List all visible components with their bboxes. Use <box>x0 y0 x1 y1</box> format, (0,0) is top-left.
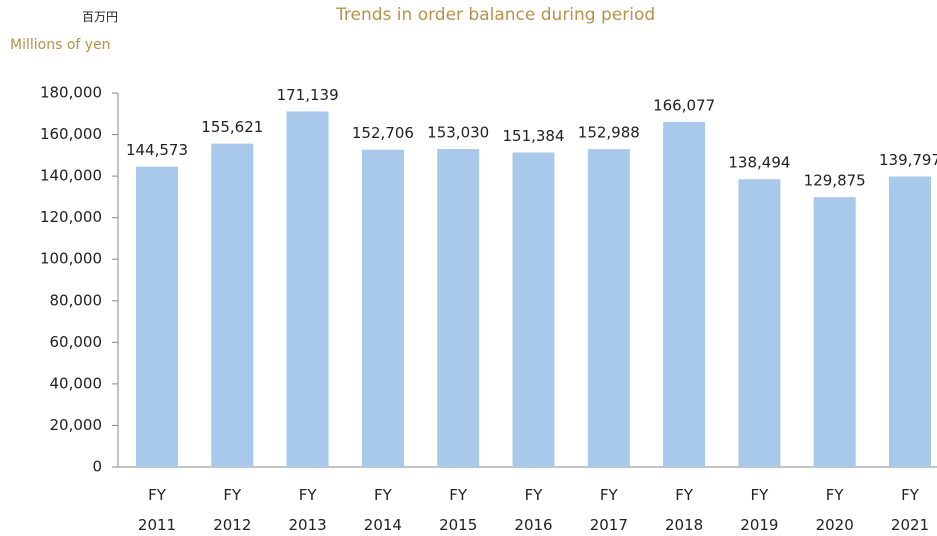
x-tick-label: FY 2021 <box>890 486 930 534</box>
value-label: 166,077 <box>653 96 715 114</box>
chart-title: Trends in order balance during period <box>336 5 656 25</box>
x-tick-label: FY 2019 <box>740 486 779 534</box>
y-tick-label: 0 <box>92 458 102 476</box>
value-label: 153,030 <box>427 124 489 142</box>
value-label: 144,573 <box>126 141 188 159</box>
bar <box>738 179 781 468</box>
value-label: 155,621 <box>201 118 263 136</box>
value-label: 171,139 <box>277 86 339 104</box>
bar <box>361 149 404 467</box>
y-tick-label: 180,000 <box>40 84 102 102</box>
value-label: 129,875 <box>804 172 866 190</box>
unit-label: 百万円 <box>82 10 119 24</box>
bar <box>286 111 329 467</box>
value-label: 138,494 <box>728 154 790 172</box>
x-tick-label: FY 2014 <box>363 486 402 534</box>
x-tick-label: FY 2012 <box>213 486 252 534</box>
x-tick-label: FY 2015 <box>439 486 478 534</box>
bar <box>136 166 178 467</box>
y-tick-label: 20,000 <box>50 416 103 434</box>
x-tick-label: FY 2020 <box>815 486 854 534</box>
x-tick-label: FY 2013 <box>288 486 327 534</box>
x-tick-label: FY 2011 <box>137 486 177 534</box>
value-label: 152,706 <box>352 124 414 142</box>
bar <box>889 176 931 467</box>
bar <box>211 143 254 467</box>
x-tick-label: FY 2018 <box>665 486 704 534</box>
y-tick-label: 40,000 <box>50 374 103 392</box>
value-label: 139,797 <box>879 151 937 169</box>
y-tick-label: 60,000 <box>50 333 103 351</box>
value-label: 152,988 <box>578 124 640 142</box>
y-tick-label: 100,000 <box>40 250 102 268</box>
y-axis-label: Millions of yen <box>10 37 111 53</box>
bar <box>512 152 555 467</box>
value-label: 151,384 <box>502 127 564 145</box>
x-tick-label: FY 2016 <box>514 486 553 534</box>
y-tick-label: 80,000 <box>50 291 103 309</box>
x-tick-label: FY 2017 <box>589 486 628 534</box>
y-tick-label: 140,000 <box>40 167 102 185</box>
y-tick-label: 160,000 <box>40 125 102 143</box>
bar <box>663 121 706 468</box>
bar <box>587 149 630 467</box>
bar <box>437 149 480 468</box>
y-tick-label: 120,000 <box>40 208 102 226</box>
bar <box>813 197 856 467</box>
